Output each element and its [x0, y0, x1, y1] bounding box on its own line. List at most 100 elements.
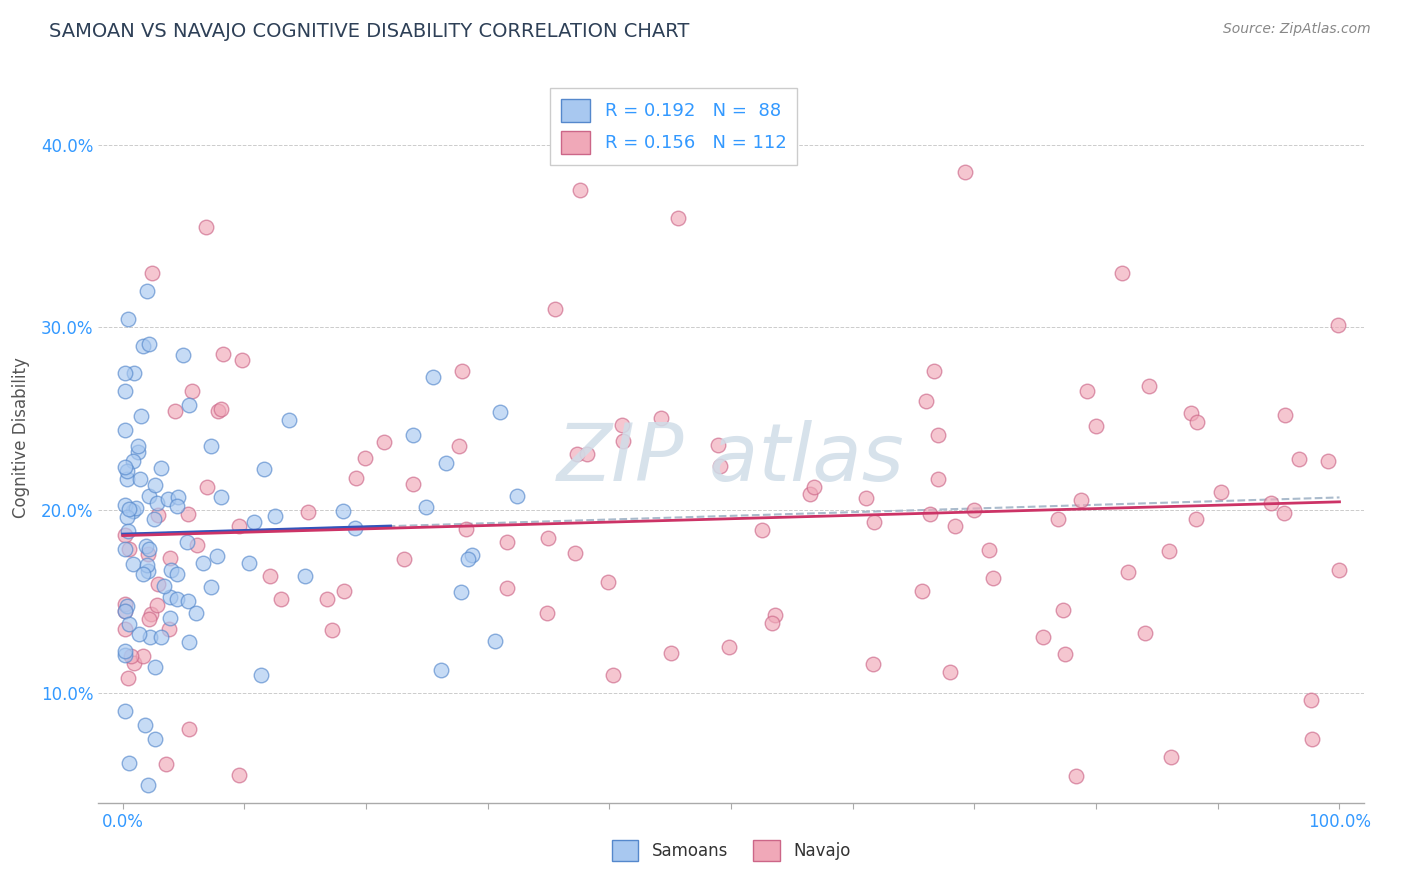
Point: [127, 439, 149, 453]
Point: [128, 627, 150, 641]
Point: [122, 366, 145, 380]
Point: [263, 508, 285, 523]
Point: [344, 470, 367, 484]
Point: [145, 660, 167, 674]
Point: [1076, 384, 1098, 399]
Point: [489, 405, 512, 419]
Point: [1135, 626, 1157, 640]
Point: [610, 418, 633, 433]
Point: [118, 501, 141, 516]
Point: [114, 498, 136, 512]
Point: [454, 522, 477, 536]
Point: [138, 489, 160, 503]
Point: [1052, 603, 1074, 617]
Point: [163, 404, 186, 418]
Point: [129, 472, 152, 486]
Point: [176, 535, 198, 549]
Point: [114, 644, 136, 658]
Point: [496, 581, 519, 595]
Point: [114, 460, 136, 475]
Point: [294, 569, 316, 583]
Point: [450, 585, 472, 599]
Point: [277, 413, 299, 427]
Point: [129, 409, 152, 423]
Point: [927, 472, 949, 486]
Point: [138, 542, 160, 557]
Point: [659, 646, 682, 660]
Point: [191, 556, 214, 570]
Point: [447, 439, 470, 453]
Point: [297, 506, 319, 520]
Point: [855, 491, 877, 506]
Point: [200, 580, 222, 594]
Point: [709, 458, 731, 473]
Point: [666, 211, 689, 225]
Point: [228, 768, 250, 782]
Point: [197, 480, 219, 494]
Point: [157, 491, 180, 506]
Point: [943, 519, 966, 533]
Point: [938, 665, 960, 679]
Point: [707, 438, 730, 452]
Point: [434, 456, 457, 470]
Point: [927, 428, 949, 442]
Point: [114, 622, 136, 636]
Point: [862, 657, 884, 671]
Point: [136, 547, 159, 561]
Point: [157, 623, 180, 637]
Point: [166, 566, 188, 581]
Point: [763, 607, 786, 622]
Legend: Samoans, Navajo: Samoans, Navajo: [605, 833, 858, 868]
Point: [496, 535, 519, 549]
Point: [117, 312, 139, 326]
Text: ZIP atlas: ZIP atlas: [557, 420, 905, 498]
Point: [166, 591, 188, 606]
Point: [114, 366, 136, 380]
Point: [457, 551, 479, 566]
Point: [537, 531, 560, 545]
Point: [114, 528, 136, 542]
Point: [167, 490, 190, 504]
Point: [117, 509, 139, 524]
Point: [146, 508, 169, 522]
Point: [114, 604, 136, 618]
Point: [143, 731, 166, 746]
Point: [751, 523, 773, 537]
Point: [114, 648, 136, 662]
Point: [565, 446, 588, 460]
Point: [484, 633, 506, 648]
Point: [544, 302, 567, 317]
Point: [1084, 419, 1107, 434]
Point: [1064, 769, 1087, 783]
Point: [142, 512, 165, 526]
Point: [422, 369, 444, 384]
Point: [259, 568, 281, 582]
Point: [155, 757, 177, 772]
Point: [172, 348, 194, 362]
Point: [122, 558, 145, 572]
Point: [195, 219, 218, 234]
Point: [184, 606, 207, 620]
Point: [981, 571, 1004, 585]
Point: [924, 363, 946, 377]
Point: [118, 617, 141, 632]
Point: [120, 649, 142, 664]
Point: [1116, 566, 1139, 580]
Point: [717, 640, 740, 655]
Point: [160, 562, 183, 576]
Point: [321, 624, 343, 638]
Point: [177, 594, 200, 608]
Point: [209, 402, 232, 417]
Point: [394, 551, 416, 566]
Point: [1137, 379, 1160, 393]
Point: [564, 546, 586, 560]
Point: [231, 353, 253, 368]
Point: [205, 549, 228, 564]
Point: [122, 656, 145, 670]
Point: [803, 479, 825, 493]
Point: [114, 542, 136, 557]
Point: [179, 634, 201, 648]
Point: [115, 599, 138, 614]
Point: [114, 423, 136, 437]
Point: [1157, 543, 1180, 558]
